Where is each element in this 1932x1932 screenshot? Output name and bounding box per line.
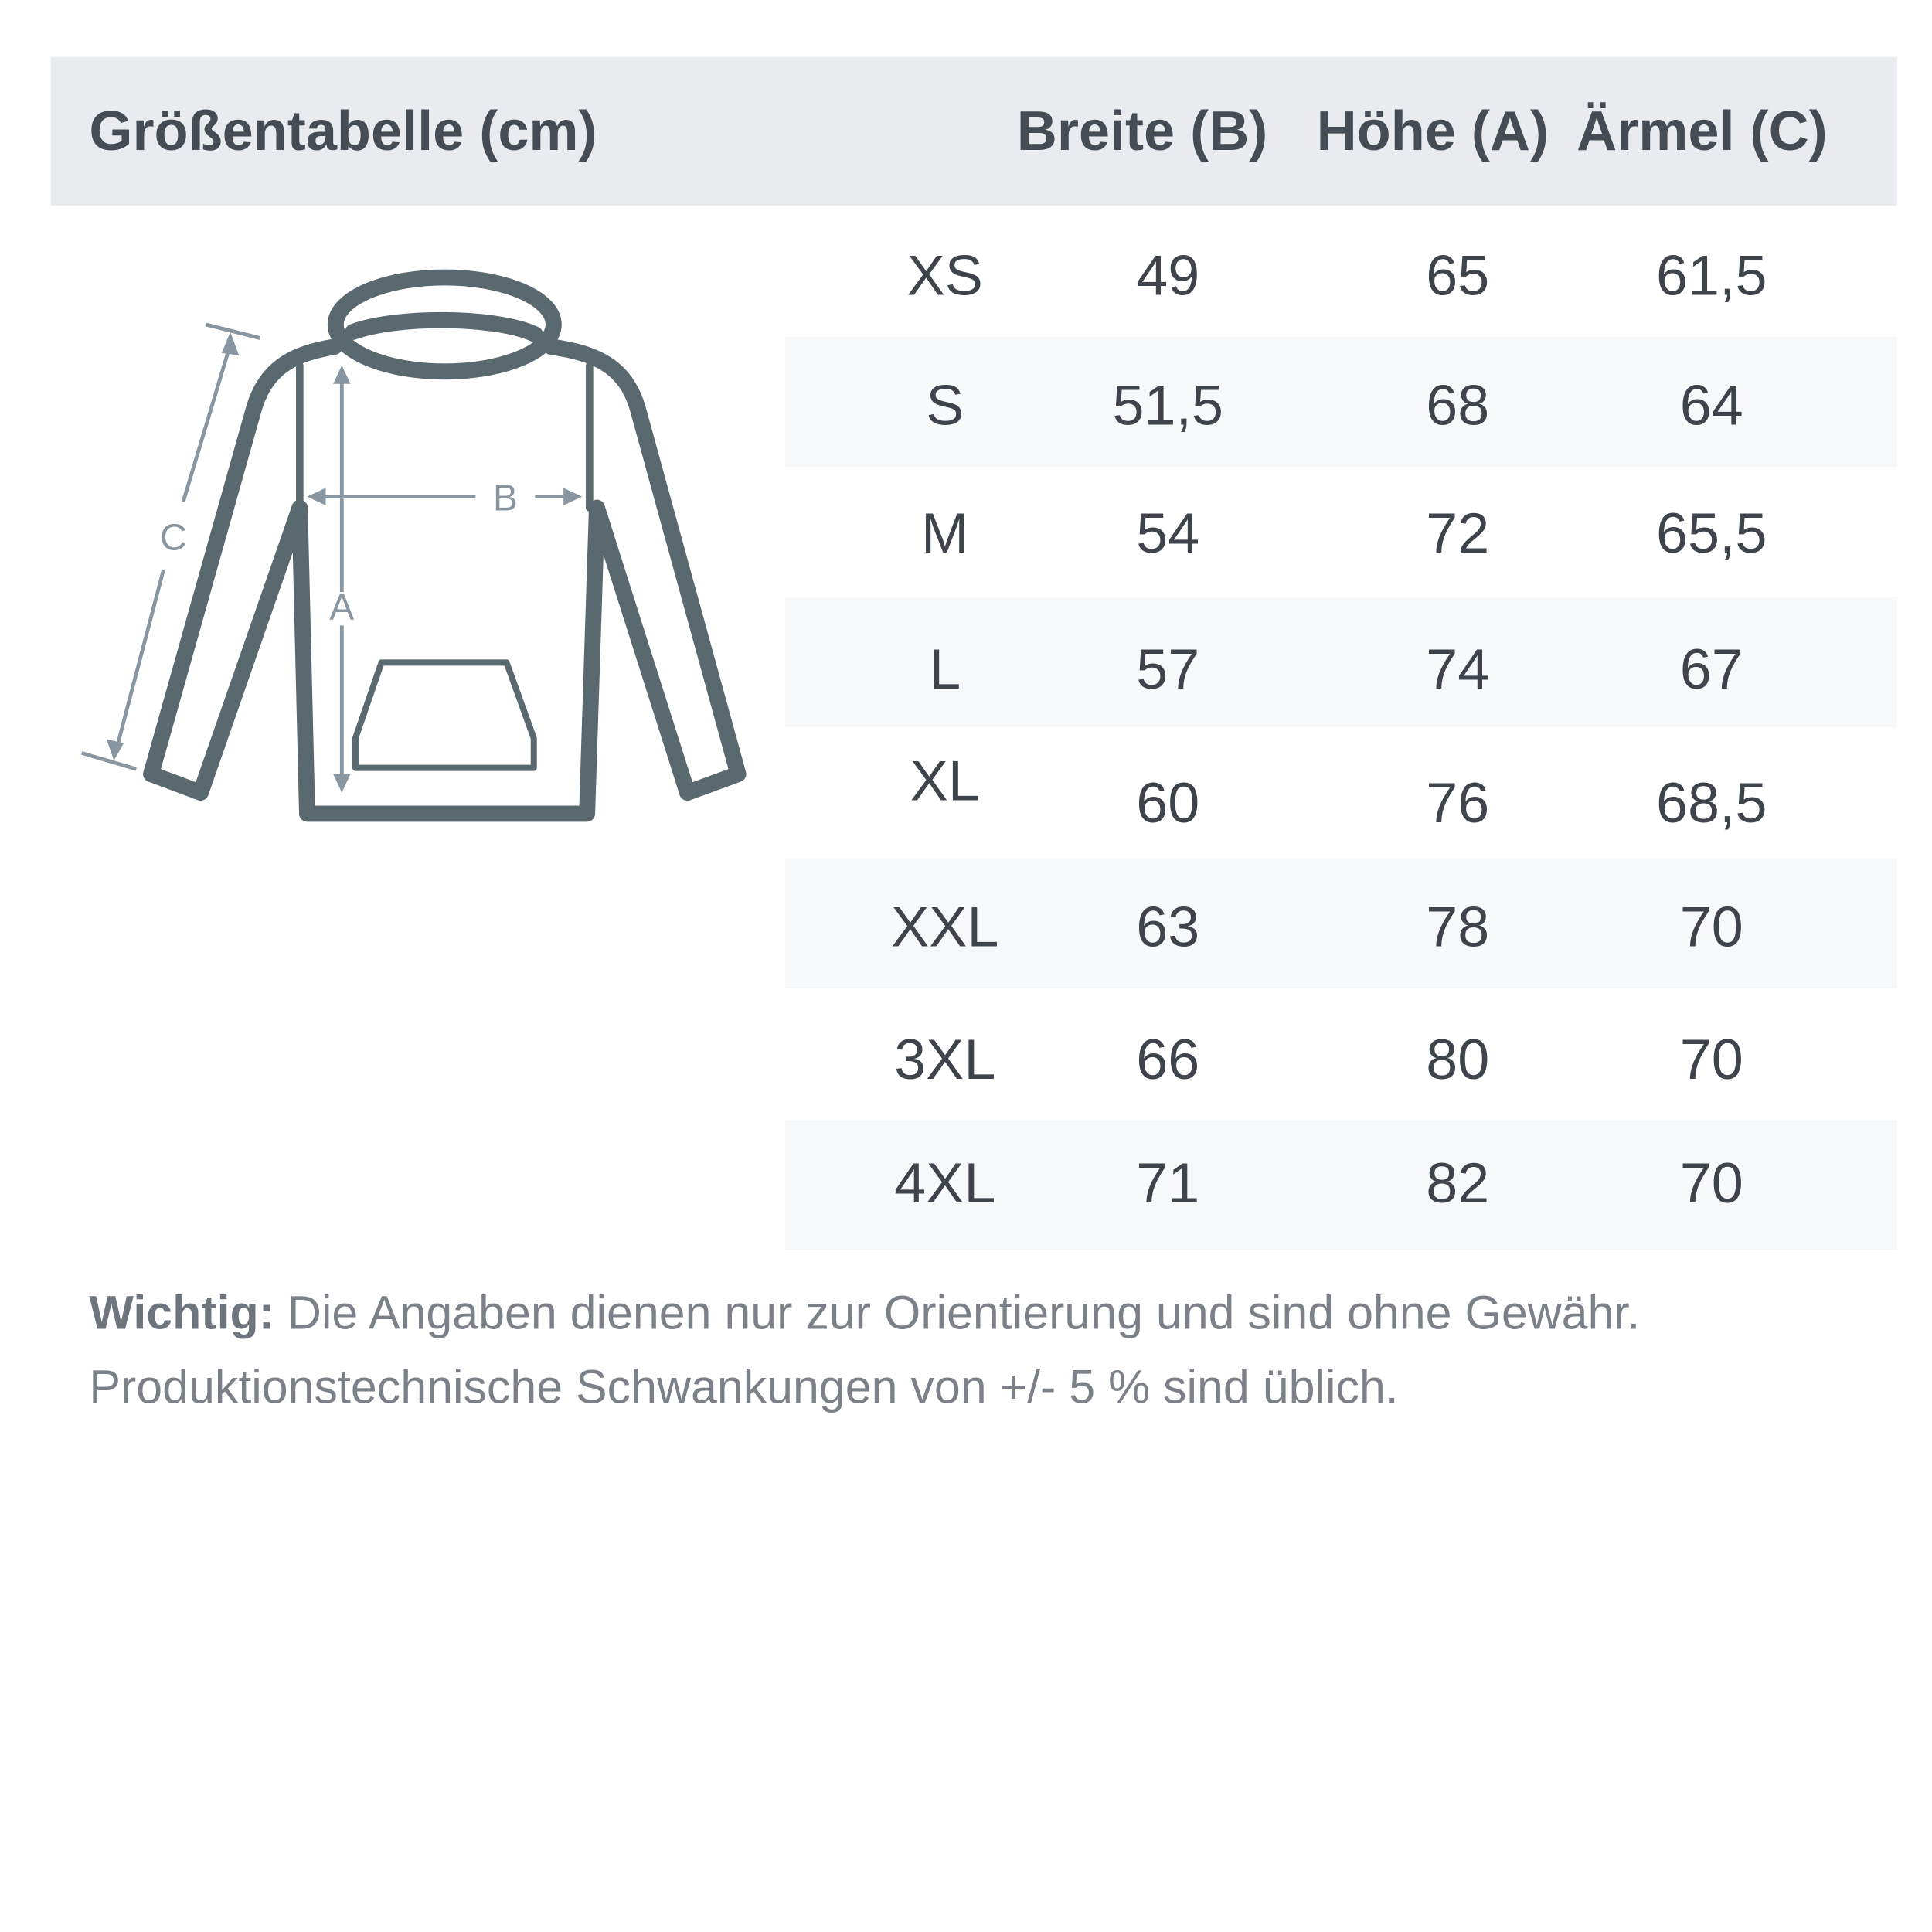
note-line-2: Produktionstechnische Schwankungen von +… [89,1362,1399,1415]
column-header-height: Höhe (A) [1316,99,1549,162]
cell-sleeve: 70 [1679,1150,1743,1216]
cell-sleeve: 68,5 [1656,770,1767,835]
cell-height: 80 [1426,1026,1490,1091]
header-band [50,56,1898,206]
cell-sleeve: 65,5 [1656,500,1767,565]
cell-width: 49 [1136,243,1200,308]
cell-width: 63 [1136,894,1200,959]
cell-height: 78 [1426,894,1490,959]
cell-height: 76 [1426,770,1490,835]
cell-width: 66 [1136,1026,1200,1091]
cell-sleeve: 67 [1679,636,1743,702]
cell-width: 51,5 [1112,372,1223,437]
cell-sleeve: 64 [1679,372,1743,437]
cell-width: 54 [1136,500,1200,565]
cell-height: 65 [1426,243,1490,308]
label-b: B [493,477,518,519]
cell-width: 71 [1136,1150,1200,1216]
cell-size: 4XL [894,1150,996,1216]
cell-size: XL [910,747,980,813]
cell-size: L [929,636,961,702]
row-stripe [785,858,1898,988]
cell-size: XXL [891,894,999,959]
cell-width: 60 [1136,770,1200,835]
cell-height: 74 [1426,636,1490,702]
row-stripe [785,1119,1898,1250]
cell-height: 82 [1426,1150,1490,1216]
cell-sleeve: 61,5 [1656,243,1767,308]
cell-size: S [926,372,964,437]
cell-width: 57 [1136,636,1200,702]
note-text: Die Angaben dienen nur zur Orientierung … [274,1287,1641,1341]
label-c: C [160,517,187,559]
cell-height: 72 [1426,500,1490,565]
chart-title: Größentabelle (cm) [89,99,597,162]
cell-sleeve: 70 [1679,894,1743,959]
note-line-1: Wichtig: Die Angaben dienen nur zur Orie… [89,1285,1640,1342]
cell-sleeve: 70 [1679,1026,1743,1091]
column-header-sleeve: Ärmel (C) [1577,99,1828,162]
cell-size: XS [906,243,983,308]
row-stripe [785,336,1898,468]
cell-size: M [921,500,969,565]
column-header-width: Breite (B) [1016,99,1268,162]
measure-arrows: C B A [81,322,583,793]
note-bold: Wichtig: [89,1287,275,1341]
cell-size: 3XL [894,1026,996,1091]
row-stripe [785,597,1898,727]
hoodie-outline-icon [143,269,747,822]
cell-height: 68 [1426,372,1490,437]
label-a: A [329,586,354,628]
